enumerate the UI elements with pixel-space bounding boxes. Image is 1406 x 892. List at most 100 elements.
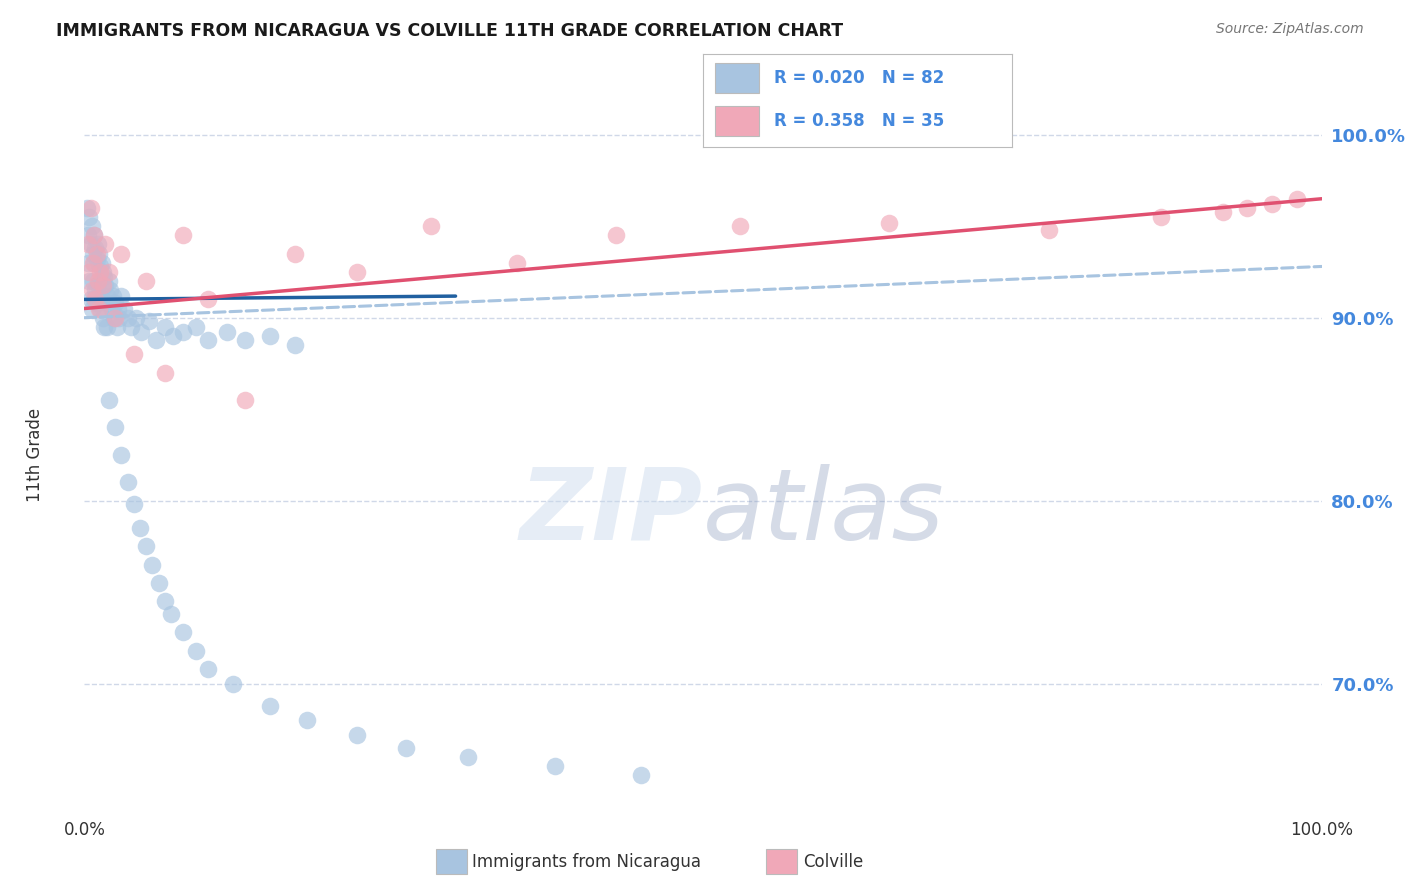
Bar	[716, 63, 759, 93]
Text: IMMIGRANTS FROM NICARAGUA VS COLVILLE 11TH GRADE CORRELATION CHART: IMMIGRANTS FROM NICARAGUA VS COLVILLE 11…	[56, 22, 844, 40]
Point	[101, 289, 124, 303]
Point	[117, 310, 139, 325]
Point	[222, 676, 245, 690]
Point	[1212, 204, 1234, 219]
Point	[97, 296, 120, 310]
Point	[543, 759, 565, 773]
Point	[89, 301, 111, 316]
Point	[105, 319, 128, 334]
Point	[125, 310, 148, 325]
Point	[103, 310, 125, 325]
Point	[89, 301, 111, 316]
Text: R = 0.358   N = 35: R = 0.358 N = 35	[775, 112, 945, 130]
Point	[89, 246, 111, 260]
Point	[284, 246, 307, 260]
Point	[83, 228, 105, 243]
Point	[84, 241, 107, 255]
Point	[82, 246, 104, 260]
Point	[86, 296, 108, 310]
Point	[96, 319, 118, 334]
Point	[89, 260, 111, 274]
Point	[110, 289, 132, 303]
Point	[160, 607, 183, 621]
Point	[145, 333, 167, 347]
Point	[120, 319, 142, 334]
Point	[295, 713, 318, 727]
Point	[104, 296, 127, 310]
Bar	[716, 106, 759, 136]
Point	[110, 246, 132, 260]
Point	[87, 237, 110, 252]
Point	[197, 293, 219, 307]
Point	[506, 256, 529, 270]
Point	[141, 558, 163, 572]
Point	[80, 301, 103, 316]
Point	[91, 310, 114, 325]
Point	[86, 246, 108, 260]
Point	[83, 228, 105, 243]
Point	[98, 283, 121, 297]
Point	[83, 293, 105, 307]
Point	[77, 228, 100, 243]
Point	[83, 256, 105, 270]
Point	[172, 625, 194, 640]
Point	[87, 277, 110, 292]
Point	[76, 201, 98, 215]
Text: Source: ZipAtlas.com: Source: ZipAtlas.com	[1216, 22, 1364, 37]
Point	[148, 576, 170, 591]
Point	[77, 237, 100, 252]
Point	[284, 338, 307, 352]
Point	[90, 293, 112, 307]
Text: ZIP: ZIP	[520, 464, 703, 560]
Point	[112, 301, 135, 316]
Point	[259, 329, 281, 343]
Point	[129, 326, 152, 340]
Point	[346, 265, 368, 279]
Point	[100, 301, 122, 316]
Point	[79, 274, 101, 288]
Point	[259, 698, 281, 713]
Point	[79, 210, 101, 224]
Point	[98, 274, 121, 288]
Point	[346, 728, 368, 742]
Text: R = 0.020   N = 82: R = 0.020 N = 82	[775, 69, 945, 87]
Text: Colville: Colville	[803, 853, 863, 871]
Point	[86, 252, 108, 267]
Point	[77, 256, 100, 270]
Point	[197, 333, 219, 347]
Point	[96, 289, 118, 303]
Point	[91, 265, 114, 279]
Point	[605, 228, 627, 243]
Point	[877, 215, 900, 229]
Text: Immigrants from Nicaragua: Immigrants from Nicaragua	[472, 853, 702, 871]
Point	[153, 366, 176, 380]
Point	[172, 228, 194, 243]
Point	[93, 319, 115, 334]
Point	[129, 521, 152, 535]
Point	[108, 310, 131, 325]
Point	[728, 219, 751, 234]
Point	[79, 293, 101, 307]
Point	[93, 270, 115, 285]
Point	[184, 319, 207, 334]
Point	[117, 475, 139, 490]
Point	[1150, 210, 1173, 224]
Point	[1038, 223, 1060, 237]
Point	[233, 333, 256, 347]
Point	[122, 497, 145, 511]
Point	[98, 392, 121, 407]
Text: 11th Grade: 11th Grade	[25, 408, 44, 502]
Point	[215, 326, 238, 340]
Point	[89, 265, 111, 279]
Point	[153, 319, 176, 334]
Point	[90, 256, 112, 270]
Point	[419, 219, 441, 234]
Point	[80, 219, 103, 234]
Point	[457, 749, 479, 764]
Point	[1285, 192, 1308, 206]
Point	[79, 201, 101, 215]
Point	[84, 283, 107, 297]
Point	[110, 448, 132, 462]
Point	[82, 274, 104, 288]
Point	[89, 289, 111, 303]
